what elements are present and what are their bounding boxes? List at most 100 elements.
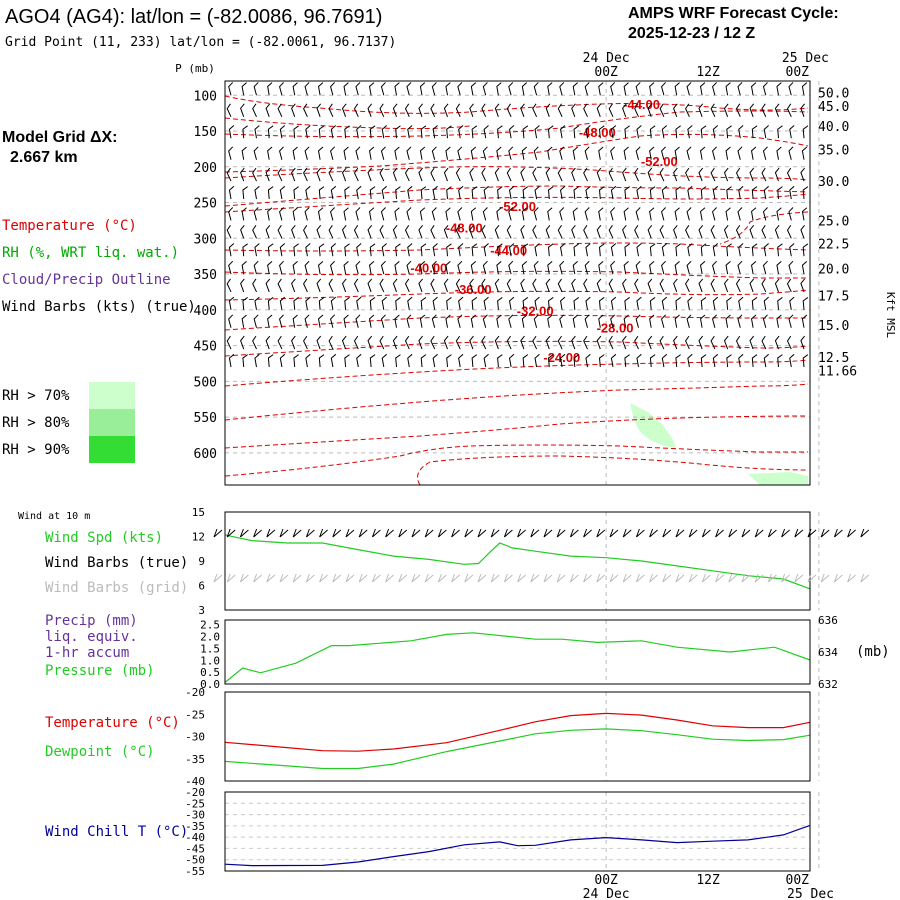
wind-barb-3-5 — [292, 146, 298, 160]
wind-barb-5-41 — [751, 186, 758, 200]
barb-grid-12 — [371, 573, 381, 583]
legend-windchill: Wind Chill T (°C) — [45, 824, 188, 840]
wind-barb-11-43 — [777, 297, 783, 310]
wind-barb-3-29 — [598, 146, 604, 160]
wind-barb-14-25 — [547, 354, 554, 368]
wind-barb-3-24 — [533, 146, 539, 160]
grid-point-label: Grid Point (11, 233) lat/lon = (-82.0061… — [5, 35, 396, 50]
windchill-ytick--30: -30 — [185, 809, 205, 822]
wind-barb-12-31 — [623, 314, 629, 328]
wind-barb-10-5 — [291, 278, 296, 293]
wind-barb-6-12 — [380, 207, 386, 221]
wind-barb-8-15 — [420, 243, 427, 257]
wind-barb-0-23 — [521, 82, 528, 96]
wind-barb-4-42 — [761, 167, 767, 182]
wind-barb-6-29 — [598, 207, 604, 221]
wind-barb-4-32 — [634, 167, 639, 182]
barb-grid-9 — [332, 573, 342, 583]
wind-barb-4-31 — [622, 167, 627, 182]
barb-true-24 — [530, 528, 540, 538]
wind-barb-12-33 — [649, 314, 655, 328]
wind-barb-5-1 — [242, 186, 248, 200]
wind-barb-11-8 — [330, 296, 337, 310]
barb-grid-23 — [517, 573, 526, 583]
wind-barb-14-32 — [636, 353, 642, 368]
wind-barb-10-39 — [723, 278, 729, 293]
wind-barb-8-40 — [738, 243, 744, 257]
wind-barb-9-34 — [661, 260, 666, 275]
wind-barb-6-25 — [547, 207, 553, 221]
wind-barb-0-20 — [482, 82, 488, 96]
wind-barb-10-20 — [481, 278, 487, 293]
wind-barb-9-38 — [712, 260, 717, 275]
wind-barb-2-20 — [483, 125, 489, 139]
wind-barb-11-11 — [369, 297, 376, 310]
wind-barb-10-45 — [800, 278, 805, 293]
wind-barb-5-16 — [432, 185, 438, 200]
temp-contour-17 — [224, 444, 808, 477]
wind-barb-9-35 — [674, 261, 680, 275]
wind-barb-7-23 — [520, 224, 525, 239]
wind-barb-9-19 — [470, 261, 477, 275]
wind-barb-7-22 — [506, 225, 512, 239]
wind-barb-3-36 — [686, 146, 692, 160]
wind-barb-9-39 — [725, 261, 731, 275]
wind-barb-5-9 — [344, 186, 350, 200]
wind-barb-2-13 — [395, 125, 401, 139]
wind-barb-2-11 — [369, 125, 376, 139]
contour-label-1: -44.00 — [623, 97, 660, 112]
wind-barb-7-26 — [557, 225, 563, 239]
wind-barb-11-25 — [547, 297, 554, 310]
wind-barb-13-23 — [520, 335, 525, 350]
wind-barb-10-35 — [673, 278, 678, 293]
wind-barb-5-5 — [293, 186, 299, 200]
wind-barb-3-28 — [584, 146, 590, 160]
wind-barb-8-29 — [598, 243, 605, 257]
wind-barb-0-17 — [445, 82, 451, 96]
wind-barb-2-7 — [318, 125, 325, 139]
wind-barb-4-19 — [469, 167, 474, 182]
wind-barb-4-6 — [303, 167, 308, 182]
wind-barb-4-39 — [723, 167, 729, 182]
wind-barb-7-4 — [277, 225, 283, 239]
wind-barb-5-18 — [458, 185, 464, 200]
wind-barb-2-4 — [279, 125, 286, 139]
barb-grid-48 — [847, 573, 856, 583]
wind-barb-9-18 — [457, 260, 463, 275]
barb-true-21 — [490, 528, 500, 538]
wind-barb-8-42 — [763, 243, 769, 257]
windchill-ytick--55: -55 — [185, 865, 205, 878]
temp-contour-11 — [224, 289, 809, 301]
windchill-ytick--25: -25 — [185, 797, 205, 810]
wind-barb-0-24 — [533, 82, 539, 96]
contour-label-7: -40.00 — [410, 261, 447, 276]
wind-barb-2-33 — [649, 125, 656, 139]
wind-barb-10-0 — [226, 278, 232, 293]
wind-barb-2-3 — [267, 125, 274, 139]
wind-barb-4-12 — [379, 167, 385, 182]
wind-barb-2-0 — [228, 125, 235, 139]
wind-barb-0-35 — [674, 82, 680, 96]
windchill-panel: -20-25-30-35-40-45-50-55 Wind Chill T (°C… — [45, 786, 820, 878]
wind-barb-6-11 — [368, 207, 375, 221]
pressure-ytick-636: 636 — [818, 614, 838, 627]
wind-barb-5-4 — [279, 185, 286, 200]
wind-barb-6-37 — [699, 207, 706, 221]
wind-barb-4-44 — [786, 167, 792, 182]
wind-barb-8-31 — [624, 243, 630, 257]
wind-barb-4-18 — [455, 167, 461, 182]
wind-barb-7-41 — [749, 224, 755, 239]
wind-barb-12-5 — [292, 314, 298, 328]
legend-wind-barbs-grid: Wind Barbs (grid) — [45, 580, 188, 596]
legend-pressure: Pressure (mb) — [45, 663, 155, 679]
wind-barb-13-21 — [494, 335, 500, 350]
wind-barb-10-16 — [430, 278, 436, 293]
wind-barb-1-8 — [328, 103, 334, 118]
wind-barb-8-8 — [330, 243, 337, 257]
barb-grid-16 — [424, 573, 434, 583]
wind-barb-0-14 — [406, 82, 412, 96]
wind-barb-10-41 — [749, 278, 755, 293]
wind-barb-9-4 — [279, 260, 284, 275]
wind-barb-8-20 — [483, 243, 489, 257]
temp-contour-10 — [224, 270, 808, 279]
